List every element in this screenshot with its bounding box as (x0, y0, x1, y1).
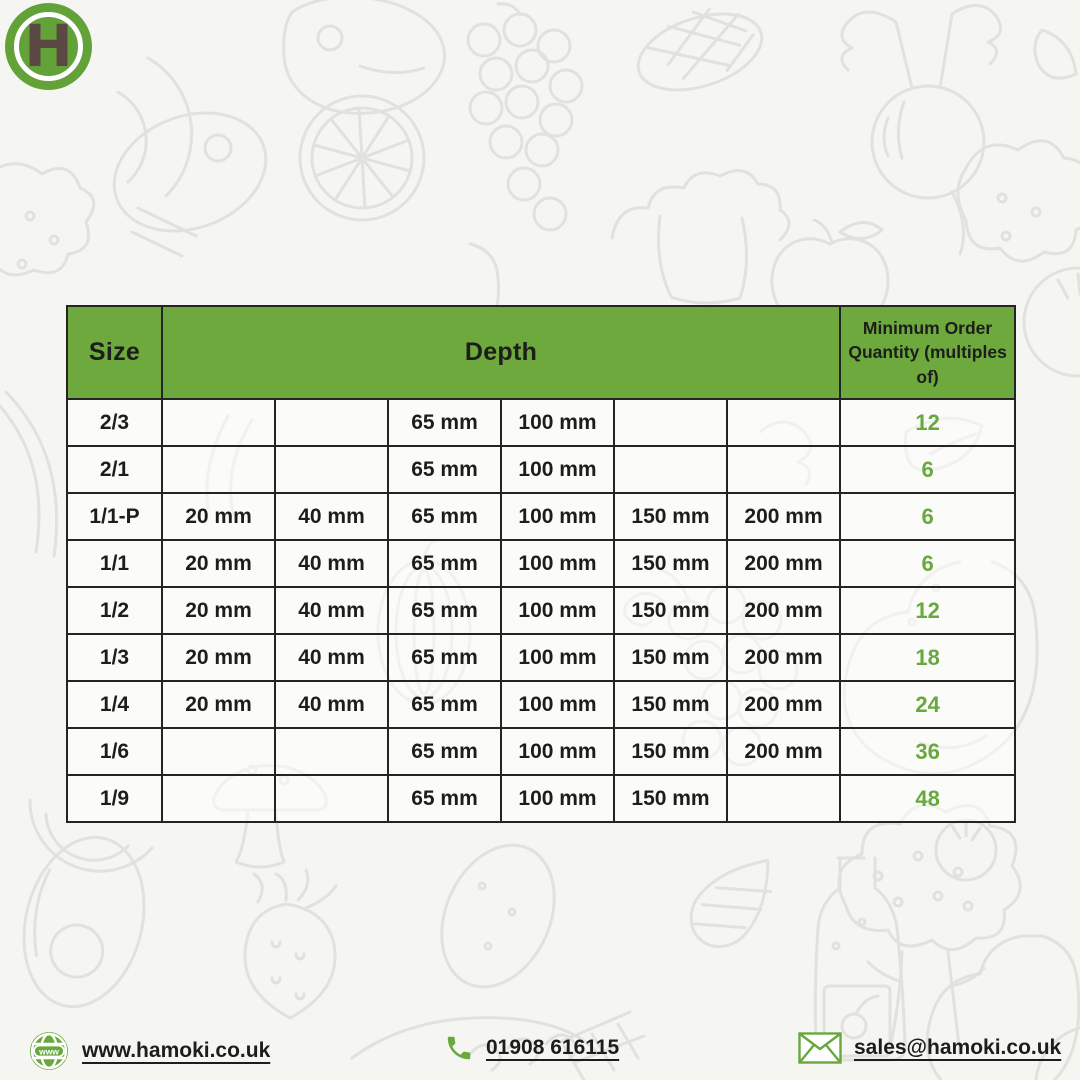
depth-cell: 100 mm (500, 633, 615, 682)
depth-cell: 200 mm (725, 633, 842, 682)
depth-cell: 100 mm (500, 492, 615, 541)
size-cell: 1/2 (66, 586, 163, 635)
size-cell: 2/1 (66, 445, 163, 494)
depth-cell: 200 mm (725, 539, 842, 588)
depth-cell: 65 mm (387, 774, 502, 823)
depth-cell: 65 mm (387, 680, 502, 729)
depth-cell (725, 398, 842, 447)
depth-cell (274, 774, 389, 823)
depth-cell: 65 mm (387, 445, 502, 494)
depth-cell: 100 mm (500, 727, 615, 776)
size-cell: 1/9 (66, 774, 163, 823)
moq-cell: 36 (839, 727, 1017, 776)
size-column-header: Size (66, 305, 163, 400)
depth-cell (725, 774, 842, 823)
moq-cell: 18 (839, 633, 1017, 682)
depth-cell: 100 mm (500, 445, 615, 494)
depth-cell: 150 mm (613, 539, 728, 588)
moq-column-header: Minimum Order Quantity (multiples of) (839, 305, 1017, 400)
table-row: 1/1 20 mm 40 mm 65 mm 100 mm 150 mm 200 mm 6 (66, 539, 1017, 588)
depth-cell (274, 445, 389, 494)
svg-text:www: www (38, 1047, 59, 1057)
depth-cell: 100 mm (500, 774, 615, 823)
table-row: 2/1 65 mm 100 mm 6 (66, 445, 1017, 494)
depth-cell: 65 mm (387, 727, 502, 776)
depth-cell: 150 mm (613, 586, 728, 635)
depth-cell: 40 mm (274, 633, 389, 682)
depth-cell: 150 mm (613, 633, 728, 682)
size-cell: 1/4 (66, 680, 163, 729)
footer-phone[interactable]: 01908 616115 (444, 1033, 619, 1063)
depth-cell: 20 mm (161, 539, 276, 588)
moq-cell: 24 (839, 680, 1017, 729)
moq-cell: 48 (839, 774, 1017, 823)
depth-cell: 150 mm (613, 492, 728, 541)
globe-www-icon: www (28, 1030, 70, 1072)
depth-cell (161, 398, 276, 447)
moq-cell: 6 (839, 445, 1017, 494)
moq-cell: 12 (839, 398, 1017, 447)
phone-icon (444, 1033, 474, 1063)
depth-cell: 40 mm (274, 680, 389, 729)
size-cell: 1/1-P (66, 492, 163, 541)
hamoki-logo-letter: H (24, 11, 73, 80)
depth-cell (161, 727, 276, 776)
table-row: 1/4 20 mm 40 mm 65 mm 100 mm 150 mm 200 mm 24 (66, 680, 1017, 729)
depth-cell: 200 mm (725, 492, 842, 541)
moq-cell: 6 (839, 492, 1017, 541)
depth-cell: 65 mm (387, 492, 502, 541)
depth-cell: 40 mm (274, 586, 389, 635)
email-link[interactable]: sales@hamoki.co.uk (854, 1036, 1062, 1059)
depth-cell: 100 mm (500, 680, 615, 729)
table-row: 1/9 65 mm 100 mm 150 mm 48 (66, 774, 1017, 823)
depth-cell (161, 445, 276, 494)
website-link[interactable]: www.hamoki.co.uk (82, 1039, 271, 1062)
size-cell: 1/1 (66, 539, 163, 588)
depth-cell (725, 445, 842, 494)
phone-link[interactable]: 01908 616115 (486, 1036, 620, 1059)
depth-cell: 40 mm (274, 539, 389, 588)
gastronorm-spec-table: Size Depth Minimum Order Quantity (multi… (66, 305, 1017, 823)
depth-cell: 200 mm (725, 727, 842, 776)
depth-cell: 150 mm (613, 727, 728, 776)
depth-cell: 65 mm (387, 539, 502, 588)
hamoki-logo: H (5, 3, 92, 90)
size-cell: 1/6 (66, 727, 163, 776)
moq-cell: 6 (839, 539, 1017, 588)
size-cell: 2/3 (66, 398, 163, 447)
table-row: 1/6 65 mm 100 mm 150 mm 200 mm 36 (66, 727, 1017, 776)
envelope-icon (798, 1032, 842, 1064)
depth-cell: 20 mm (161, 680, 276, 729)
footer-email[interactable]: sales@hamoki.co.uk (798, 1032, 1061, 1064)
table-row: 1/1-P 20 mm 40 mm 65 mm 100 mm 150 mm 200 mm 6 (66, 492, 1017, 541)
depth-cell: 20 mm (161, 492, 276, 541)
depth-cell (161, 774, 276, 823)
table-row: 1/2 20 mm 40 mm 65 mm 100 mm 150 mm 200 mm 12 (66, 586, 1017, 635)
depth-cell: 40 mm (274, 492, 389, 541)
depth-cell: 65 mm (387, 398, 502, 447)
depth-cell: 200 mm (725, 680, 842, 729)
depth-cell (613, 445, 728, 494)
table-row: 1/3 20 mm 40 mm 65 mm 100 mm 150 mm 200 mm 18 (66, 633, 1017, 682)
depth-cell: 20 mm (161, 633, 276, 682)
depth-cell: 100 mm (500, 398, 615, 447)
moq-cell: 12 (839, 586, 1017, 635)
depth-cell: 20 mm (161, 586, 276, 635)
depth-cell: 100 mm (500, 539, 615, 588)
depth-cell: 65 mm (387, 633, 502, 682)
size-cell: 1/3 (66, 633, 163, 682)
depth-cell (274, 727, 389, 776)
depth-column-header: Depth (160, 305, 842, 400)
depth-cell (274, 398, 389, 447)
depth-cell: 65 mm (387, 586, 502, 635)
depth-cell (613, 398, 728, 447)
table-row: 2/3 65 mm 100 mm 12 (66, 398, 1017, 447)
depth-cell: 150 mm (613, 680, 728, 729)
depth-cell: 100 mm (500, 586, 615, 635)
footer-website[interactable]: www www.hamoki.co.uk (28, 1030, 270, 1072)
depth-cell: 150 mm (613, 774, 728, 823)
table-header-row: Size Depth Minimum Order Quantity (multi… (66, 305, 1017, 400)
depth-cell: 200 mm (725, 586, 842, 635)
table-body: 2/3 65 mm 100 mm 12 2/1 65 mm 100 mm 6 1/1-P 20 m… (66, 398, 1017, 823)
